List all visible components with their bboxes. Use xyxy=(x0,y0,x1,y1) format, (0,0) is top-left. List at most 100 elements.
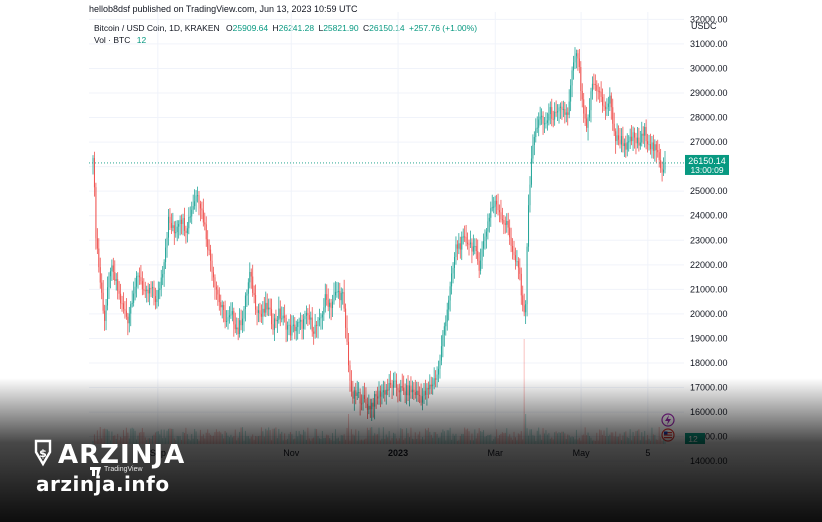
us-flag-icon[interactable] xyxy=(661,428,675,442)
x-tick-label: Mar xyxy=(488,448,504,458)
candle-body xyxy=(247,282,249,294)
candle-body xyxy=(385,389,387,395)
candle-body xyxy=(259,310,261,314)
volume-bar xyxy=(199,429,201,444)
candle-body xyxy=(562,108,564,110)
candle-body xyxy=(115,279,117,281)
candle-body xyxy=(406,385,408,396)
volume-bar xyxy=(310,440,312,444)
high-label: H xyxy=(272,23,279,33)
volume-bar xyxy=(641,432,643,444)
volume-bar xyxy=(201,436,203,444)
y-tick-label: 24000.00 xyxy=(690,211,728,221)
volume-bar xyxy=(188,438,190,444)
candle-body xyxy=(250,271,252,277)
volume-bar xyxy=(557,433,559,444)
candle-body xyxy=(645,126,647,142)
volume-bar xyxy=(339,440,341,444)
volume-bar xyxy=(279,433,281,444)
candle-body xyxy=(253,292,255,295)
candle-body xyxy=(291,326,293,336)
candle-body xyxy=(138,275,140,278)
y-tick-label: 30000.00 xyxy=(690,63,728,73)
candle-body xyxy=(604,106,606,110)
candle-body xyxy=(612,107,614,124)
volume-bar xyxy=(202,434,204,444)
volume-bar xyxy=(313,437,315,444)
volume-bar xyxy=(497,438,499,444)
volume-bar xyxy=(660,437,662,444)
volume-bar xyxy=(652,434,654,444)
candle-body xyxy=(99,267,101,283)
volume-bar xyxy=(645,440,647,444)
volume-bar xyxy=(442,429,444,444)
volume-bar xyxy=(334,429,336,444)
candle-body xyxy=(218,294,220,303)
candle-body xyxy=(154,296,156,303)
y-tick-label: 28000.00 xyxy=(690,113,728,123)
candle-body xyxy=(343,292,345,309)
volume-bar xyxy=(226,432,228,444)
candle-body xyxy=(642,133,644,136)
candle-body xyxy=(157,290,159,300)
candle-body xyxy=(246,293,248,296)
candle-body xyxy=(429,384,431,390)
candle-body xyxy=(506,220,508,225)
candle-body xyxy=(140,277,142,282)
candle-body xyxy=(167,216,170,238)
candle-body xyxy=(320,317,322,319)
candle-body xyxy=(256,309,258,313)
candle-body xyxy=(207,239,209,250)
volume-bar xyxy=(212,435,215,444)
candle-body xyxy=(316,324,318,326)
candle-body xyxy=(340,292,342,301)
candle-body xyxy=(523,305,525,313)
candle-body xyxy=(185,230,187,234)
volume-bar xyxy=(191,433,193,444)
candle-body xyxy=(374,394,376,407)
volume-bar xyxy=(461,433,463,444)
candle-body xyxy=(178,224,180,227)
candle-body xyxy=(214,277,216,287)
volume-bar xyxy=(275,427,277,444)
volume-bar xyxy=(350,429,352,444)
candle-body xyxy=(564,108,566,115)
candle-body xyxy=(567,112,569,115)
volume-bar xyxy=(368,430,370,444)
candle-body xyxy=(413,389,415,392)
candle-body xyxy=(170,223,172,228)
candle-body xyxy=(186,228,188,234)
candle-body xyxy=(535,128,537,137)
volume-bar xyxy=(597,440,599,444)
volume-label: Vol · BTC xyxy=(94,35,131,45)
candle-body xyxy=(652,142,654,151)
volume-bar xyxy=(249,438,251,444)
volume-bar xyxy=(320,438,322,444)
candle-body xyxy=(378,390,380,399)
volume-bar xyxy=(265,428,267,444)
volume-bar xyxy=(549,438,551,444)
volume-bar xyxy=(514,437,516,444)
candle-body xyxy=(573,62,575,71)
volume-bar xyxy=(358,430,360,444)
volume-bar xyxy=(516,440,518,444)
lightning-icon[interactable] xyxy=(661,413,675,427)
candle-body xyxy=(603,105,605,107)
volume-bar xyxy=(458,440,460,444)
candles xyxy=(92,47,666,421)
candle-body xyxy=(445,321,447,327)
volume-bar xyxy=(631,440,633,444)
candle-body xyxy=(313,331,315,334)
candle-body xyxy=(352,391,354,399)
volume-bar xyxy=(256,436,258,444)
candle-body xyxy=(504,223,506,225)
volume-bar xyxy=(559,432,561,444)
volume-bar xyxy=(382,427,384,444)
volume-bar xyxy=(298,431,300,444)
candle-body xyxy=(623,143,625,147)
candle-body xyxy=(152,287,154,289)
volume-bar xyxy=(255,435,257,444)
volume-bar xyxy=(220,432,222,444)
candle-body xyxy=(602,96,604,106)
volume-bar xyxy=(385,434,387,444)
